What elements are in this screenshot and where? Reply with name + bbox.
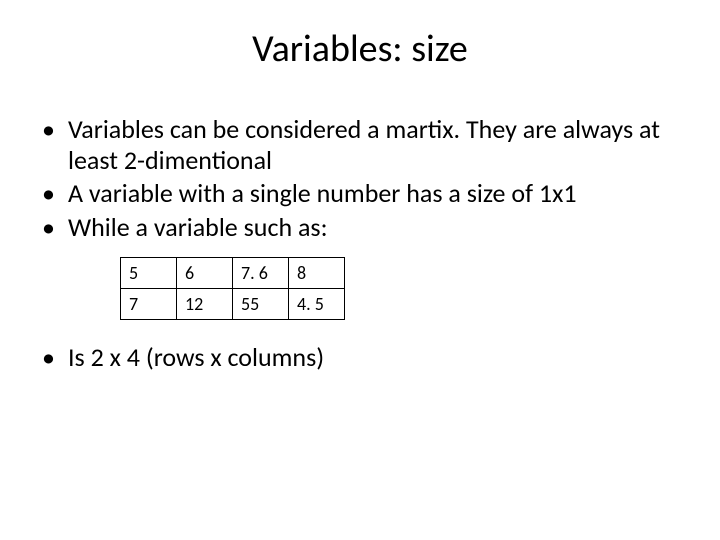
list-item: Variables can be considered a martix. Th… xyxy=(34,114,690,176)
table-cell: 4. 5 xyxy=(289,288,345,319)
page-title: Variables: size xyxy=(30,26,690,72)
list-item: While a variable such as: xyxy=(34,212,690,243)
table-cell: 7. 6 xyxy=(233,257,289,288)
table-row: 5 6 7. 6 8 xyxy=(121,257,345,288)
matrix-table: 5 6 7. 6 8 7 12 55 4. 5 xyxy=(120,257,345,320)
table-cell: 55 xyxy=(233,288,289,319)
table-cell: 7 xyxy=(121,288,177,319)
list-item: A variable with a single number has a si… xyxy=(34,178,690,209)
table-cell: 6 xyxy=(177,257,233,288)
matrix-table-wrap: 5 6 7. 6 8 7 12 55 4. 5 xyxy=(120,257,690,320)
bullet-list: Variables can be considered a martix. Th… xyxy=(30,114,690,243)
bullet-list-after: Is 2 x 4 (rows x columns) xyxy=(30,342,690,373)
table-row: 7 12 55 4. 5 xyxy=(121,288,345,319)
slide: Variables: size Variables can be conside… xyxy=(0,0,720,540)
table-cell: 12 xyxy=(177,288,233,319)
table-cell: 5 xyxy=(121,257,177,288)
list-item: Is 2 x 4 (rows x columns) xyxy=(34,342,690,373)
table-cell: 8 xyxy=(289,257,345,288)
